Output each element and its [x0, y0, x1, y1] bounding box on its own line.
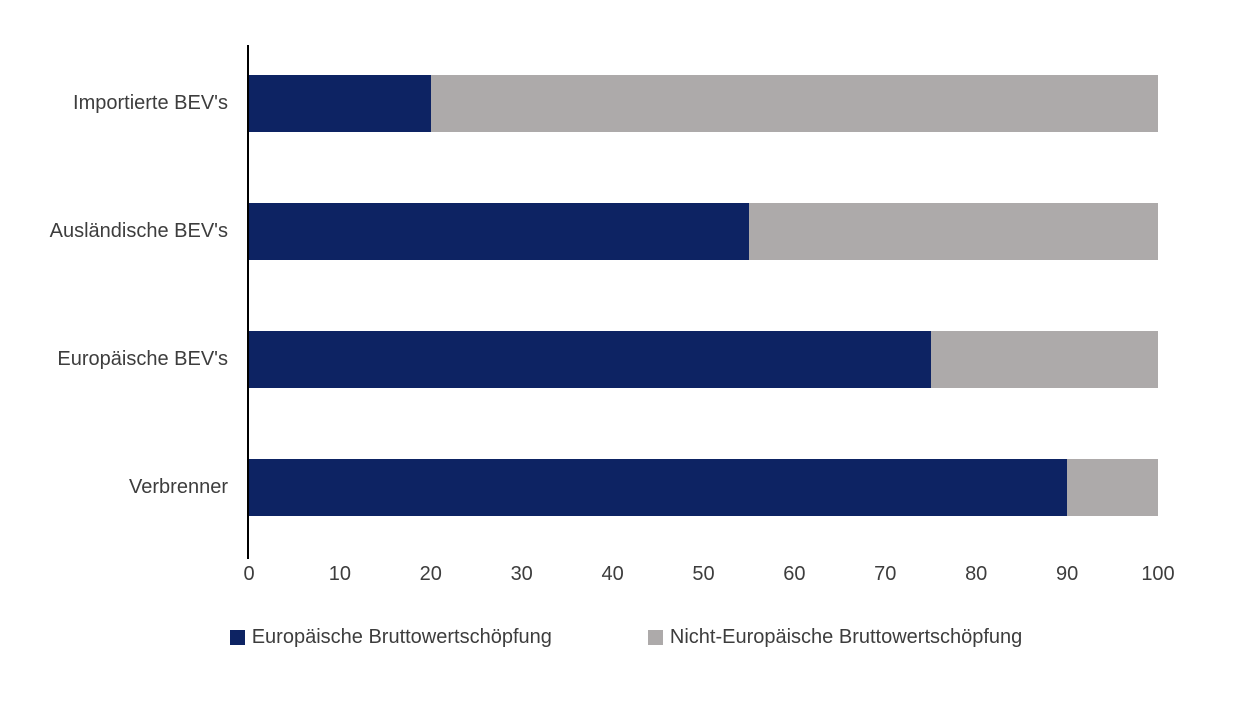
x-tick-label: 10 — [328, 563, 352, 585]
category-axis-line — [247, 45, 249, 559]
x-tick-label: 0 — [243, 563, 255, 585]
x-tick-label: 60 — [783, 563, 806, 585]
bar-segment — [748, 203, 1158, 260]
bar-row — [249, 75, 1158, 132]
bar-segment — [249, 331, 931, 388]
bar-segment — [249, 203, 749, 260]
bar-row — [249, 331, 1158, 388]
bar-segment — [249, 459, 1068, 516]
legend-item: Nicht-Europäische Bruttowertschöpfung — [647, 626, 1023, 649]
category-label: Verbrenner — [129, 476, 228, 498]
x-tick-label: 20 — [419, 563, 442, 585]
category-label: Europäische BEV's — [57, 348, 228, 370]
bar-row — [249, 459, 1158, 516]
legend-item: Europäische Bruttowertschöpfung — [229, 626, 552, 649]
x-tick-label: 30 — [510, 563, 533, 585]
bar-segment — [930, 331, 1158, 388]
x-tick-label: 70 — [874, 563, 897, 585]
x-tick-label: 50 — [692, 563, 715, 585]
x-tick-label: 100 — [1141, 563, 1175, 585]
bar-segment — [249, 75, 431, 132]
bar-row — [249, 203, 1158, 260]
category-label: Ausländische BEV's — [49, 220, 228, 242]
x-tick-label: 90 — [1055, 563, 1079, 585]
legend: Europäische Bruttowertschöpfung Nicht-Eur… — [0, 626, 1252, 649]
legend-label: Europäische Bruttowertschöpfung — [251, 626, 552, 648]
category-label: Importierte BEV's — [73, 92, 228, 114]
legend-label: Nicht-Europäische Bruttowertschöpfung — [669, 626, 1023, 648]
legend-swatch — [229, 630, 245, 645]
legend-swatch — [647, 630, 663, 645]
bar-segment — [1067, 459, 1158, 516]
x-tick-label: 40 — [601, 563, 624, 585]
x-tick-label: 80 — [965, 563, 988, 585]
bar-segment — [430, 75, 1158, 132]
